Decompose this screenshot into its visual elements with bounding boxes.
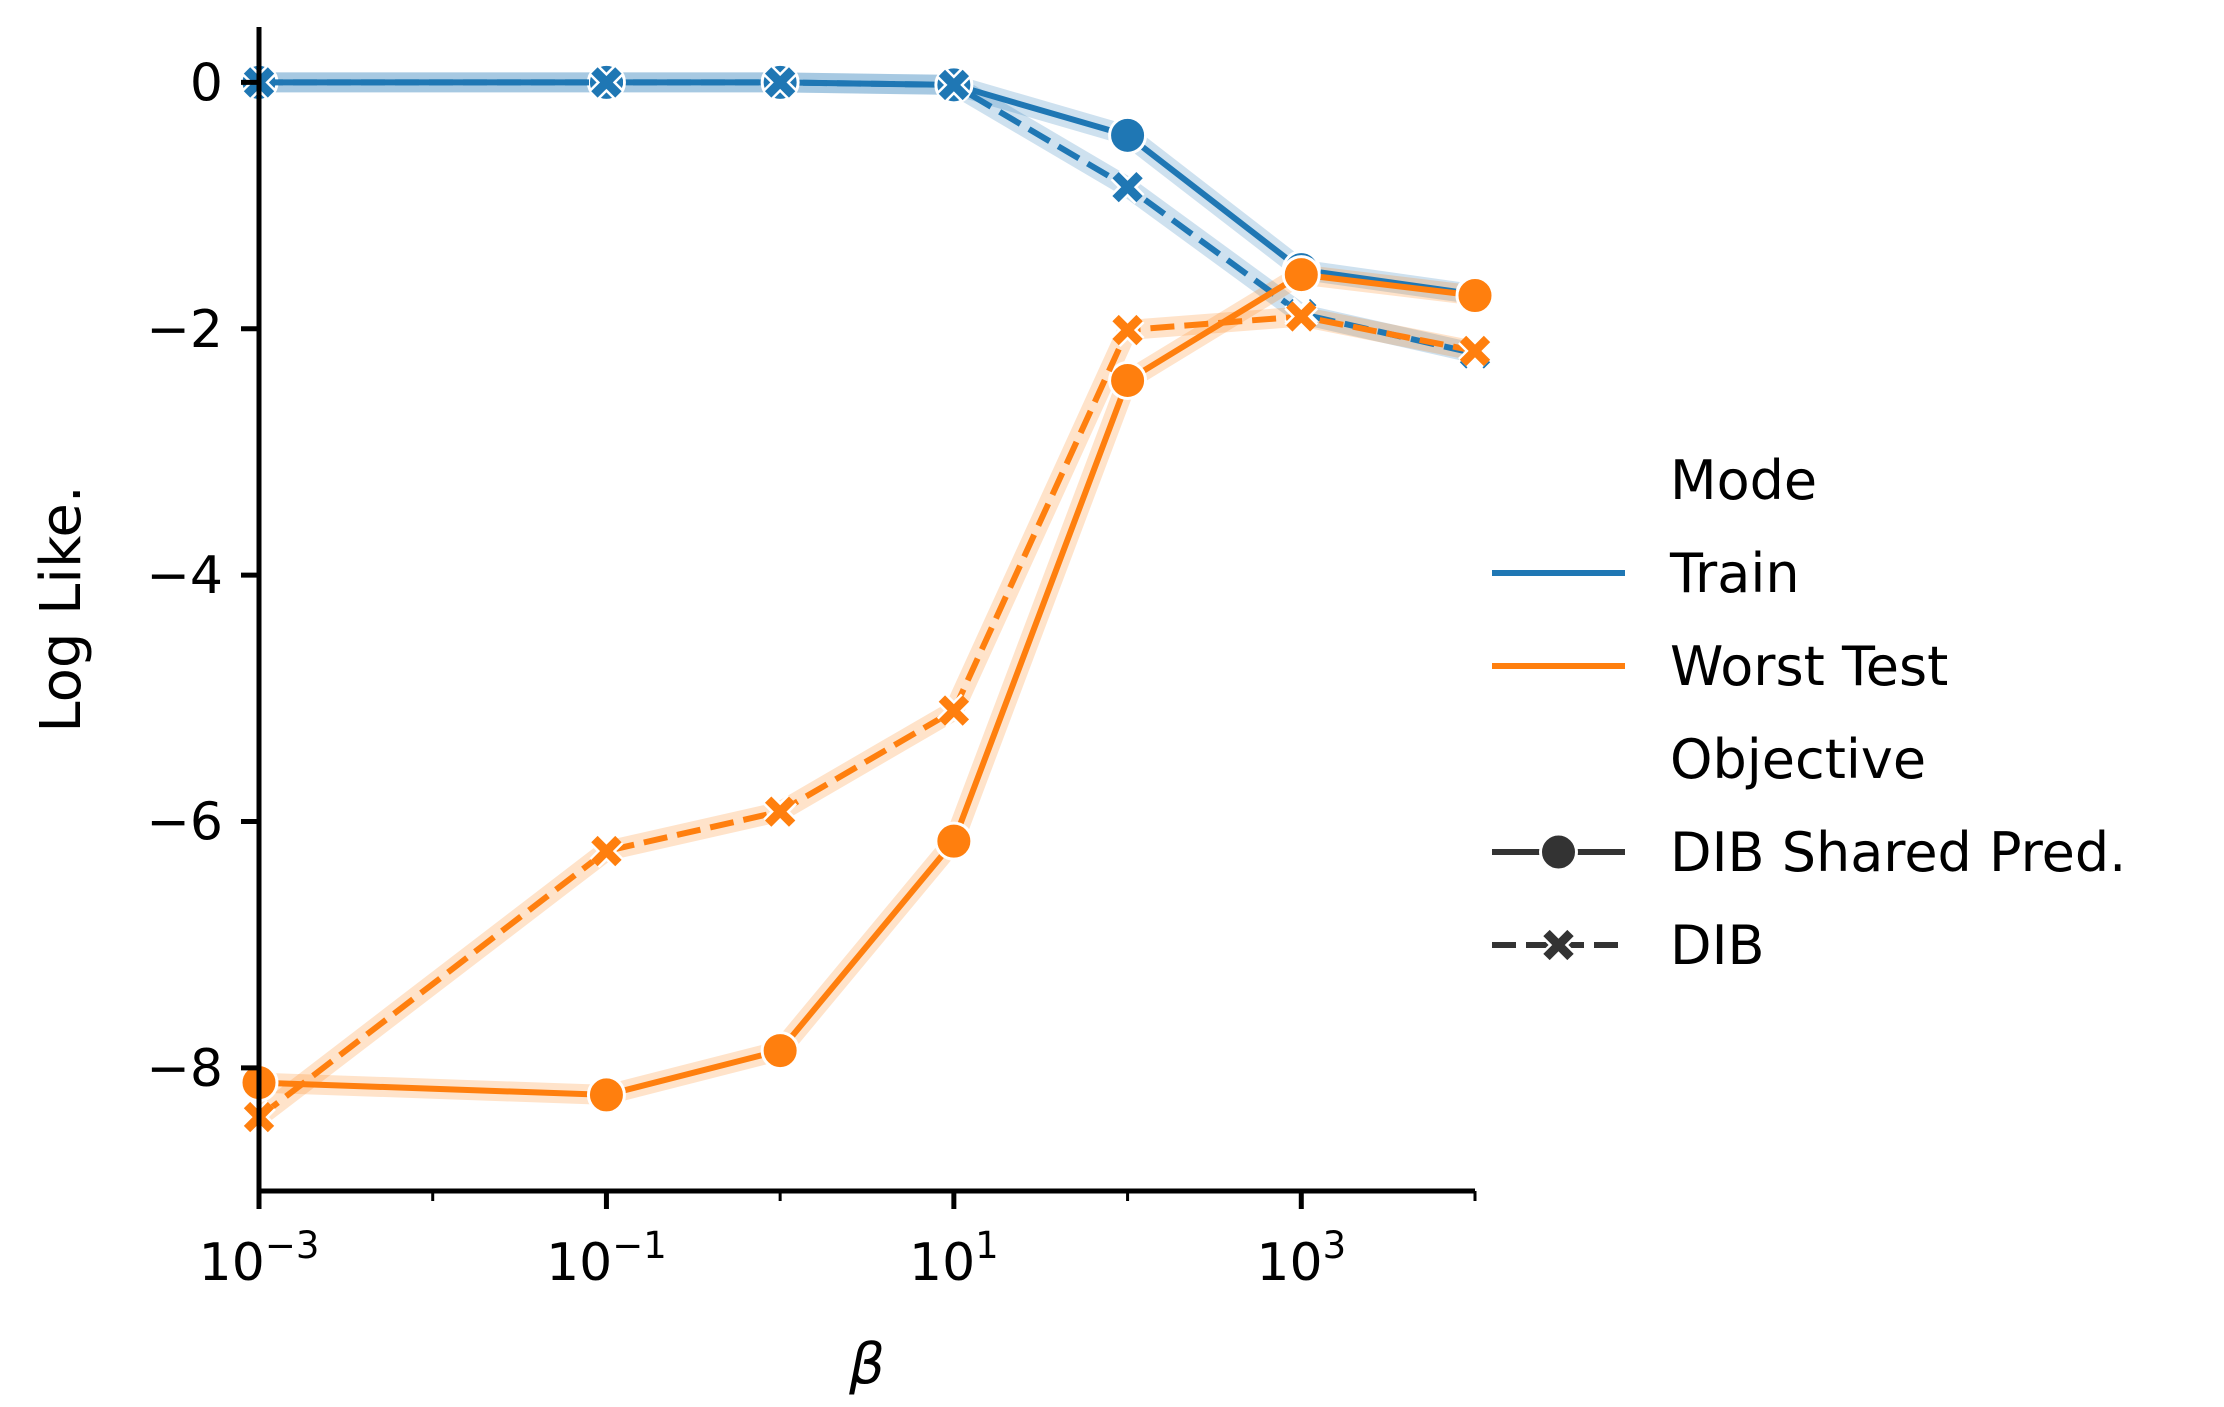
y-ticks: 0 −2 −4 −6 −8 xyxy=(146,53,259,1099)
data-point-marker xyxy=(763,794,798,829)
data-point-marker xyxy=(763,65,798,100)
data-point-marker xyxy=(1110,313,1145,347)
y-tick-label: −2 xyxy=(146,300,223,360)
data-point-marker xyxy=(589,834,624,868)
data-point-marker xyxy=(1110,170,1145,205)
data-point-marker xyxy=(1281,255,1321,295)
x-marker-stroke xyxy=(764,796,796,827)
x-tick-label: 10−3 xyxy=(199,1224,320,1293)
x-marker-stroke xyxy=(1543,929,1574,961)
x-marker-stroke xyxy=(1112,171,1143,203)
x-marker-stroke xyxy=(1112,314,1143,346)
data-point-marker xyxy=(1108,361,1148,401)
x-tick-label: 103 xyxy=(1256,1224,1346,1293)
y-tick-label: −6 xyxy=(146,792,223,852)
legend-item-label: DIB xyxy=(1670,914,1765,977)
x-marker-stroke xyxy=(591,67,622,98)
data-point-marker xyxy=(934,821,974,861)
legend-title-mode: Mode xyxy=(1670,449,1817,512)
legend-marker xyxy=(1541,928,1576,962)
x-ticks: 10−3 10−1 101 103 xyxy=(199,1191,1477,1293)
data-point-marker xyxy=(936,67,971,102)
series-line xyxy=(257,313,1476,1120)
x-marker-stroke xyxy=(764,67,796,98)
data-point-marker xyxy=(1458,333,1492,368)
x-marker-stroke xyxy=(938,69,970,101)
x-marker-stroke xyxy=(1459,335,1491,367)
legend-title-objective: Objective xyxy=(1670,728,1926,791)
data-point-marker xyxy=(586,1075,626,1115)
x-tick-label: 10−1 xyxy=(546,1224,667,1293)
data-point-marker xyxy=(589,65,624,100)
series-layer xyxy=(239,62,1495,1135)
x-marker-stroke xyxy=(1286,301,1317,332)
legend-item-label: DIB Shared Pred. xyxy=(1670,821,2126,884)
y-tick-label: 0 xyxy=(190,53,223,113)
legend: Mode Train Worst Test Objective DIB Shared P… xyxy=(1492,449,2126,977)
y-tick-label: −8 xyxy=(146,1039,223,1099)
data-point-marker xyxy=(936,693,971,728)
data-point-marker xyxy=(1108,115,1148,155)
series-band xyxy=(249,306,1485,1128)
x-axis-label: β xyxy=(848,1332,885,1397)
y-axis-label: Log Like. xyxy=(29,485,94,732)
x-marker-stroke xyxy=(938,695,970,726)
data-point-marker xyxy=(1455,276,1495,316)
x-tick-label: 101 xyxy=(909,1224,999,1293)
x-marker-stroke xyxy=(591,835,622,867)
y-tick-label: −4 xyxy=(146,546,223,606)
legend-marker xyxy=(1539,832,1578,872)
legend-item-label: Train xyxy=(1669,542,1800,605)
data-point-marker xyxy=(1284,299,1319,334)
axes: 10−3 10−1 101 103 0 −2 −4 −6 −8 xyxy=(146,27,1477,1293)
legend-item-label: Worst Test xyxy=(1670,635,1948,698)
confidence-bands xyxy=(249,72,1485,1128)
series-3 xyxy=(242,299,1492,1135)
series-2 xyxy=(239,255,1495,1115)
data-point-marker xyxy=(760,1031,800,1071)
